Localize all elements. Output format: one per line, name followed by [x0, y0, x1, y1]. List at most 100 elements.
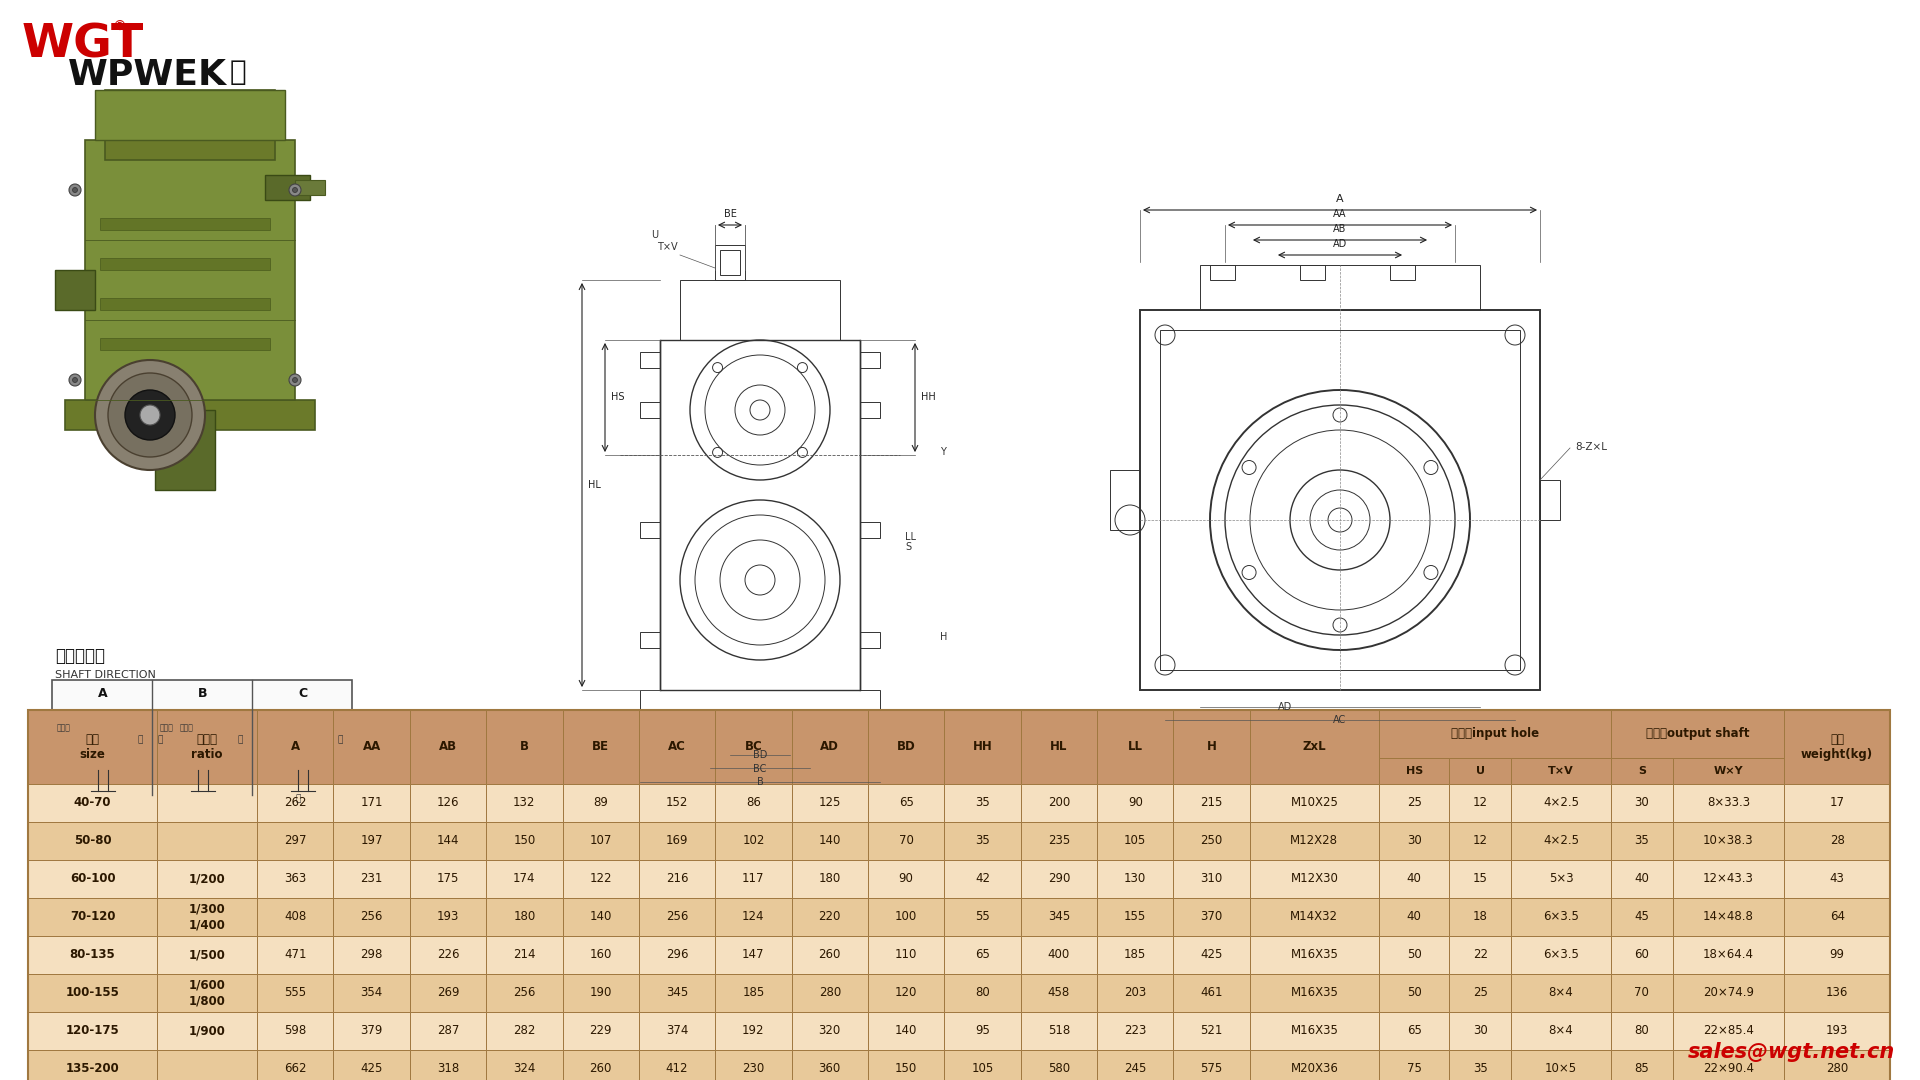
- Text: U: U: [1476, 766, 1484, 777]
- Text: U: U: [651, 230, 659, 240]
- Circle shape: [290, 184, 301, 195]
- Bar: [1379, 758, 1450, 784]
- Text: 18×64.4: 18×64.4: [1703, 948, 1755, 961]
- Text: 14×48.8: 14×48.8: [1703, 910, 1753, 923]
- Bar: [486, 897, 563, 936]
- Text: 400: 400: [1048, 948, 1069, 961]
- Text: 65: 65: [975, 948, 991, 961]
- Bar: [257, 822, 334, 860]
- Bar: [1672, 897, 1784, 936]
- Text: 152: 152: [666, 797, 687, 810]
- Text: SHAFT DIRECTION: SHAFT DIRECTION: [56, 670, 156, 680]
- Bar: [945, 1050, 1021, 1080]
- Text: 379: 379: [361, 1025, 382, 1038]
- Bar: [1173, 936, 1250, 974]
- Bar: [84, 140, 296, 410]
- Bar: [1540, 480, 1559, 519]
- Bar: [1250, 936, 1379, 974]
- Bar: [868, 860, 945, 897]
- Text: 461: 461: [1200, 986, 1223, 999]
- Bar: [1096, 1050, 1173, 1080]
- Text: 180: 180: [513, 910, 536, 923]
- Bar: [334, 822, 409, 860]
- Bar: [65, 400, 315, 430]
- Text: 70: 70: [1634, 986, 1649, 999]
- Bar: [1110, 470, 1140, 530]
- Text: 425: 425: [361, 1063, 382, 1076]
- Bar: [639, 1012, 716, 1050]
- Bar: [1379, 822, 1450, 860]
- Text: 192: 192: [743, 1025, 764, 1038]
- Bar: [639, 822, 716, 860]
- Text: HL: HL: [1050, 741, 1068, 754]
- Text: AD: AD: [1332, 239, 1348, 249]
- Bar: [100, 218, 271, 230]
- Bar: [1160, 330, 1521, 670]
- Text: 出力軸output shaft: 出力軸output shaft: [1645, 728, 1749, 741]
- Text: 425: 425: [1200, 948, 1223, 961]
- Bar: [791, 710, 868, 784]
- Text: 5×3: 5×3: [1549, 873, 1572, 886]
- Bar: [639, 860, 716, 897]
- Text: AD: AD: [820, 741, 839, 754]
- Bar: [334, 1012, 409, 1050]
- Bar: [157, 860, 257, 897]
- Bar: [639, 897, 716, 936]
- Text: 120: 120: [895, 986, 918, 999]
- Text: 180: 180: [818, 873, 841, 886]
- Bar: [100, 298, 271, 310]
- Text: 18: 18: [1473, 910, 1488, 923]
- Text: 入: 入: [157, 735, 163, 744]
- Text: 140: 140: [818, 835, 841, 848]
- Bar: [29, 897, 157, 936]
- Text: 55: 55: [975, 910, 991, 923]
- Text: 185: 185: [743, 986, 764, 999]
- Text: 1/900: 1/900: [188, 1025, 225, 1038]
- Text: BE: BE: [591, 741, 609, 754]
- Text: 40: 40: [1407, 873, 1421, 886]
- Bar: [1450, 1050, 1511, 1080]
- Bar: [1672, 1050, 1784, 1080]
- Text: M12X28: M12X28: [1290, 835, 1338, 848]
- Bar: [1672, 1012, 1784, 1050]
- Circle shape: [94, 360, 205, 470]
- Text: 324: 324: [513, 1063, 536, 1076]
- Text: 25: 25: [1473, 986, 1488, 999]
- Bar: [1611, 822, 1672, 860]
- Bar: [29, 936, 157, 974]
- Text: 6×3.5: 6×3.5: [1544, 910, 1578, 923]
- Text: 150: 150: [513, 835, 536, 848]
- Text: T×V: T×V: [1548, 766, 1574, 777]
- Bar: [1250, 860, 1379, 897]
- Text: H: H: [1206, 741, 1217, 754]
- Text: 132: 132: [513, 797, 536, 810]
- Bar: [868, 936, 945, 974]
- Bar: [945, 1012, 1021, 1050]
- Text: 135-200: 135-200: [65, 1063, 119, 1076]
- Bar: [334, 860, 409, 897]
- Text: 90: 90: [1127, 797, 1142, 810]
- Text: B: B: [756, 777, 764, 787]
- Bar: [257, 936, 334, 974]
- Text: WPWEK: WPWEK: [67, 58, 227, 92]
- Text: M12X30: M12X30: [1290, 873, 1338, 886]
- Circle shape: [125, 390, 175, 440]
- Bar: [1021, 1012, 1096, 1050]
- Text: 重量
weight(kg): 重量 weight(kg): [1801, 733, 1874, 761]
- Text: 60-100: 60-100: [69, 873, 115, 886]
- Bar: [1379, 784, 1450, 822]
- Text: 147: 147: [743, 948, 764, 961]
- Bar: [1210, 265, 1235, 280]
- Text: 50: 50: [1407, 948, 1421, 961]
- Bar: [1173, 1050, 1250, 1080]
- Text: 345: 345: [1048, 910, 1069, 923]
- Bar: [945, 860, 1021, 897]
- Bar: [791, 1012, 868, 1050]
- Text: 15: 15: [1473, 873, 1488, 886]
- Text: 75: 75: [1407, 1063, 1421, 1076]
- Bar: [716, 710, 791, 784]
- Bar: [1450, 974, 1511, 1012]
- Bar: [1672, 784, 1784, 822]
- Text: 型号
size: 型号 size: [79, 733, 106, 761]
- Text: 89: 89: [593, 797, 609, 810]
